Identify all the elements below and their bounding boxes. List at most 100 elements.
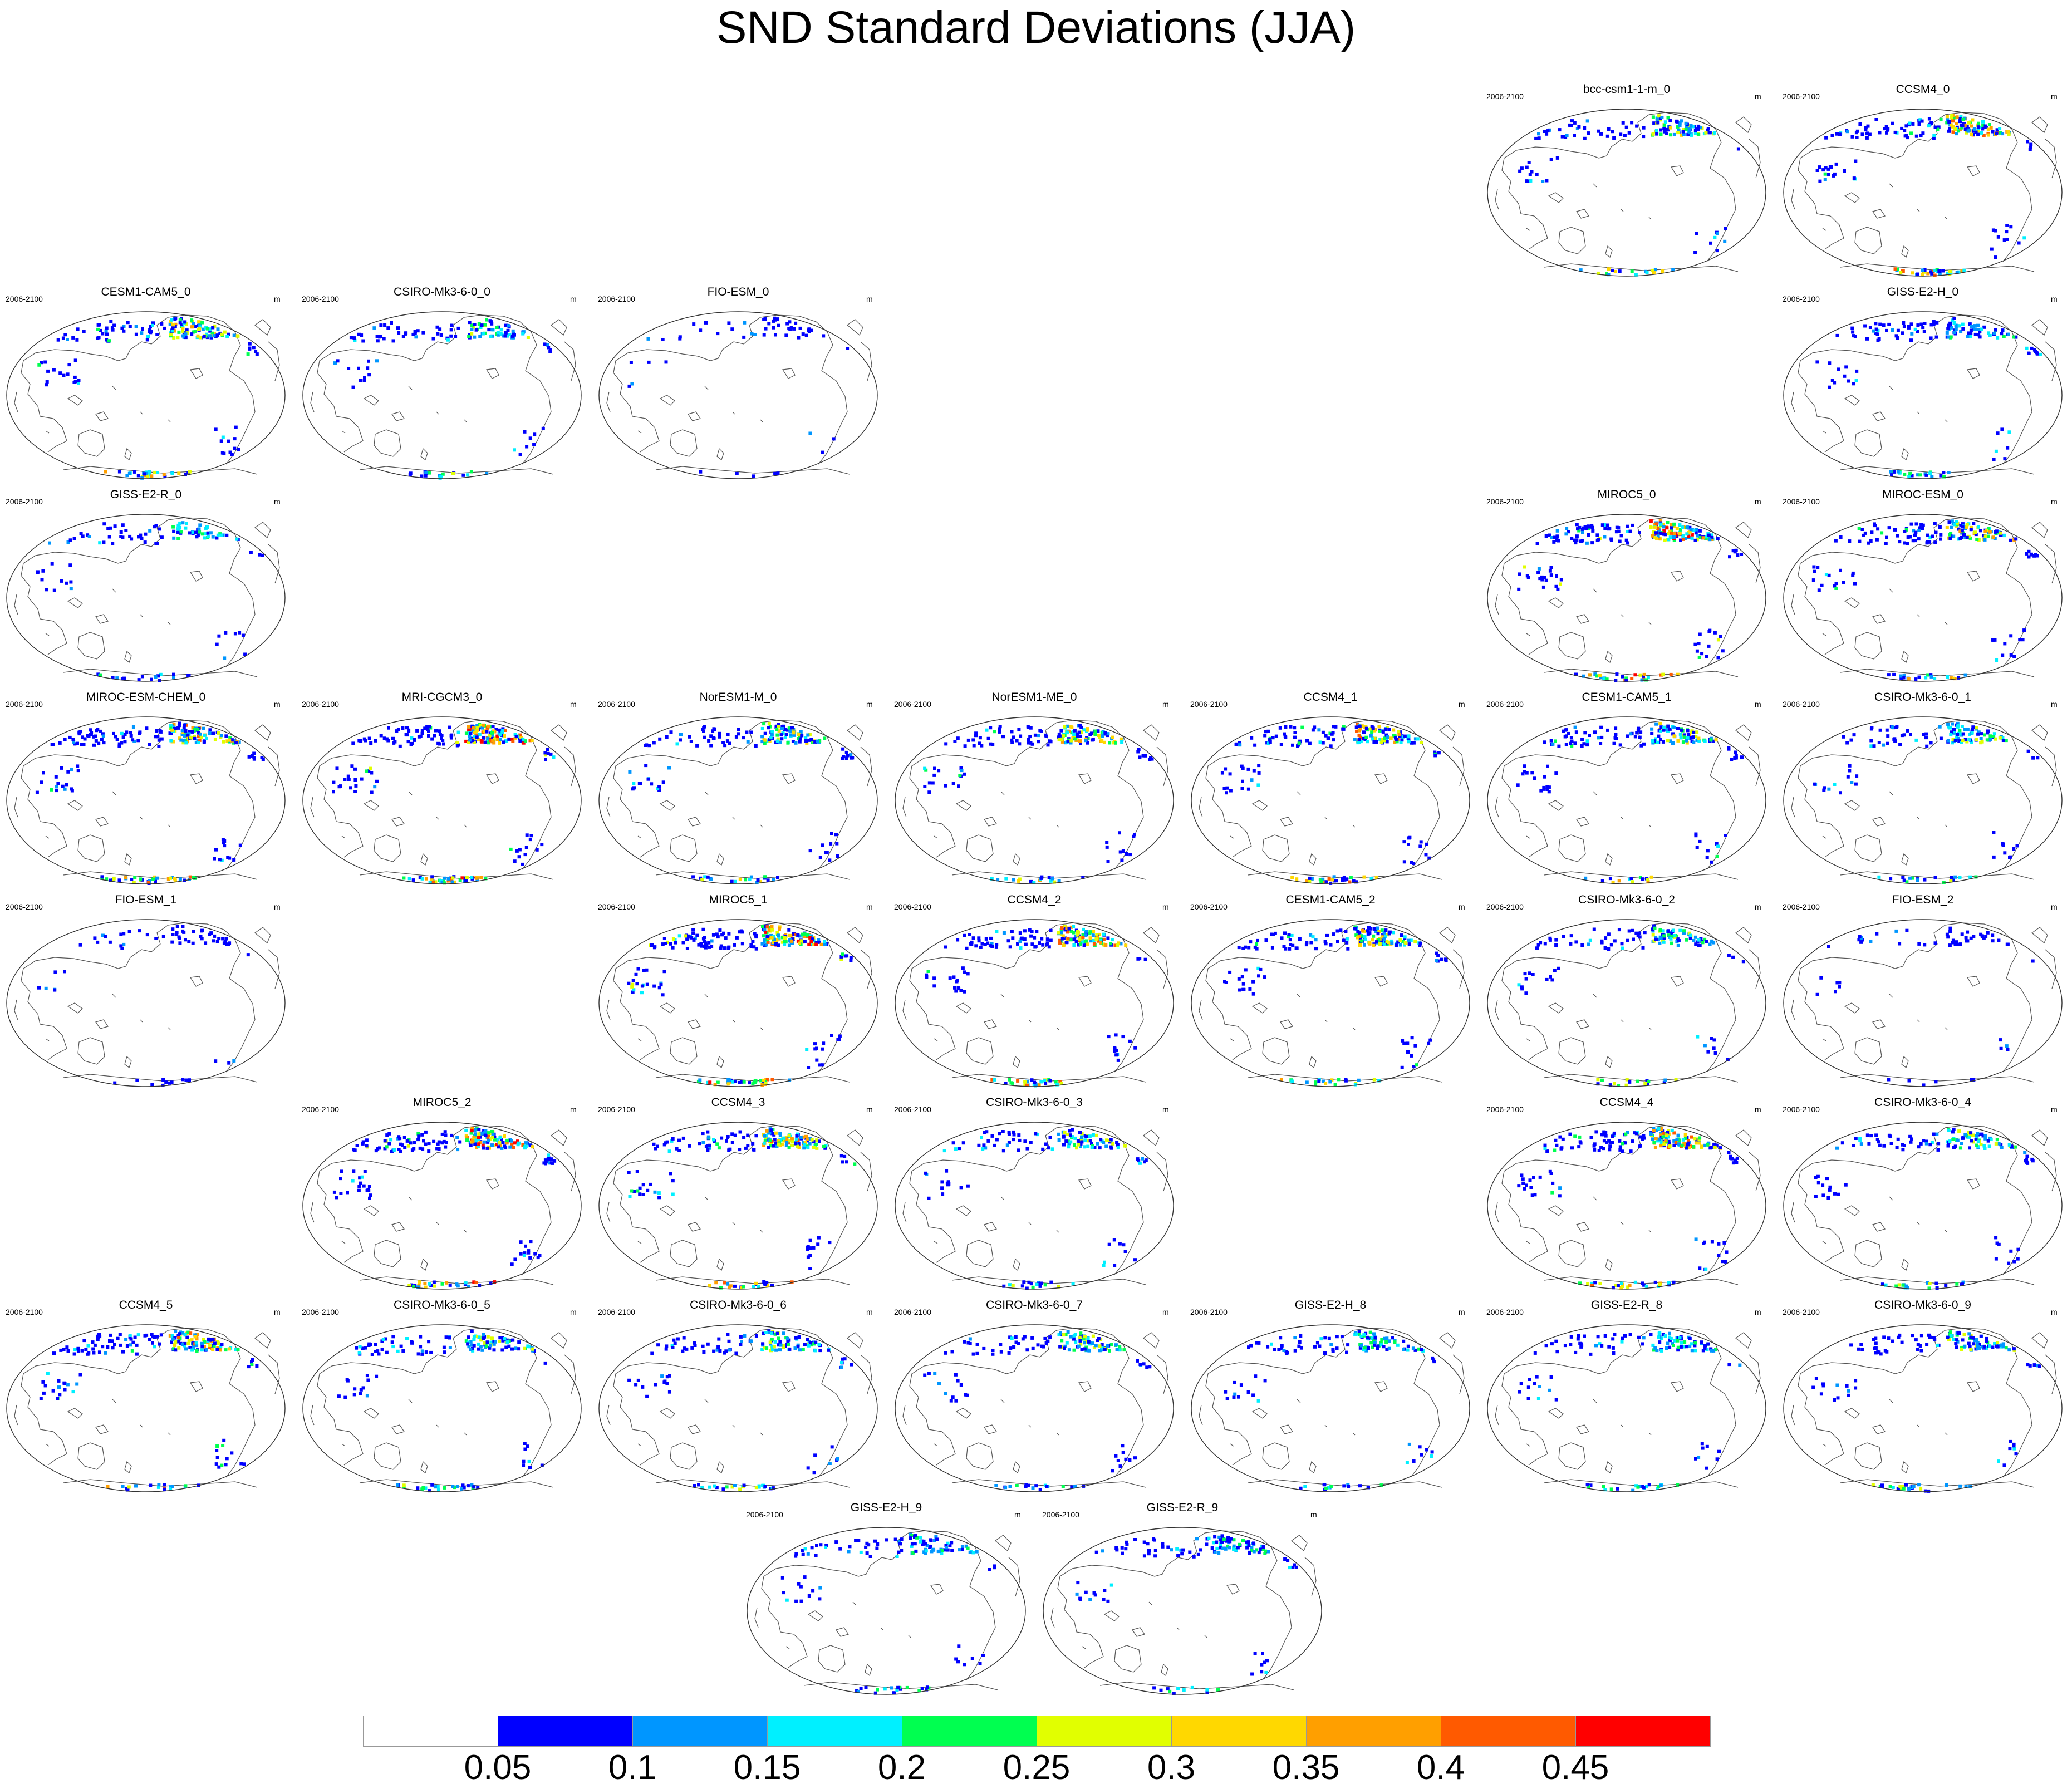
snow-cell (1650, 727, 1654, 731)
snow-cell (2008, 856, 2011, 859)
snow-cell (1082, 943, 1086, 947)
snow-cell (411, 878, 415, 882)
coastline (2045, 341, 2057, 381)
snow-cell (787, 928, 791, 932)
snow-cell (190, 332, 194, 336)
snow-cell (2028, 148, 2032, 151)
snow-cell (1675, 527, 1679, 530)
snow-cell (134, 332, 138, 336)
snow-cell (1094, 1133, 1098, 1137)
coastline (909, 754, 1007, 824)
snow-cell (489, 1281, 493, 1285)
map-frame (1783, 311, 2063, 479)
snow-cell (1420, 741, 1423, 744)
snow-cell (406, 1144, 410, 1148)
snow-cell (1662, 124, 1666, 127)
snow-cell (386, 326, 390, 330)
snow-cell (1618, 743, 1622, 747)
snow-cell (1901, 331, 1904, 335)
snow-cell (219, 734, 223, 738)
snow-cell (1965, 125, 1969, 129)
snow-cell (1958, 120, 1962, 124)
snow-cell (1899, 676, 1903, 680)
snow-cell (1984, 935, 1988, 938)
snow-cell (184, 938, 187, 942)
coastline (1028, 817, 1032, 820)
coastline (655, 1074, 850, 1083)
snow-cell (1967, 121, 1971, 125)
snow-cell (479, 326, 483, 329)
snow-cell (1706, 849, 1710, 853)
snow-cell (181, 334, 185, 338)
snow-cell (1548, 936, 1552, 940)
snow-cell (547, 1153, 550, 1157)
map-panel: CESM1-CAM5_2 2006-2100 m (1186, 893, 1475, 1095)
snow-cell (1923, 268, 1927, 272)
snow-cell (86, 533, 89, 537)
snow-cell (413, 1141, 416, 1144)
snow-cell (998, 725, 1002, 729)
coastline (77, 632, 105, 660)
snow-cell (1681, 740, 1685, 744)
snow-cell (1666, 739, 1670, 743)
snow-cell (208, 329, 212, 333)
coastline (936, 1228, 956, 1263)
snow-cell (778, 1132, 782, 1135)
snow-cell (1329, 881, 1333, 885)
snow-cell (485, 1146, 489, 1150)
snow-cell (1551, 742, 1555, 746)
snow-cell (1923, 943, 1927, 947)
snow-cell (150, 677, 153, 681)
snow-cell (1329, 744, 1333, 748)
coastline (14, 594, 18, 615)
snow-cell (1699, 937, 1703, 941)
coastline (1309, 853, 1317, 866)
snow-cell (959, 766, 963, 770)
snow-cell (1225, 786, 1229, 790)
snow-cell (1102, 932, 1106, 936)
snow-cell (636, 967, 640, 971)
snow-cell (456, 326, 460, 330)
snow-cell (1418, 844, 1422, 848)
snow-cell (1955, 271, 1959, 274)
snow-cell (808, 733, 812, 736)
panel-period: 2006-2100 (1190, 700, 1228, 709)
snow-cell (1585, 119, 1589, 123)
snow-cell (193, 728, 196, 731)
snow-cell (1951, 722, 1954, 726)
snow-cell (1545, 179, 1549, 183)
coastline (414, 722, 465, 766)
snow-cell (1956, 736, 1960, 740)
coastline (655, 871, 850, 880)
snow-cell (2009, 634, 2013, 638)
snow-cell (76, 741, 79, 745)
snow-cell (1971, 725, 1975, 729)
snow-cell (1332, 879, 1336, 883)
snow-cell (193, 325, 197, 328)
snow-cell (782, 1139, 786, 1143)
snow-cell (346, 774, 350, 778)
snow-cell (1834, 990, 1837, 994)
snow-cell (484, 1133, 488, 1137)
snow-cell (1987, 123, 1991, 126)
snow-cell (627, 1171, 631, 1174)
snow-cell (83, 737, 87, 741)
snow-cell (1933, 268, 1937, 272)
snow-cell (700, 944, 704, 948)
snow-cell (205, 332, 208, 336)
snow-cell (708, 1080, 712, 1084)
coastline (860, 746, 872, 787)
snow-cell (483, 1131, 487, 1134)
snow-cell (966, 738, 970, 742)
snow-cell (1968, 875, 1972, 879)
snow-cell (1957, 537, 1960, 541)
snow-cell (1043, 1079, 1047, 1083)
snow-cell (1916, 330, 1919, 333)
coastline (464, 314, 552, 465)
snow-cell (662, 970, 666, 974)
snow-cell (798, 734, 802, 738)
snow-cell (807, 1066, 811, 1069)
snow-cell (1885, 328, 1888, 332)
snow-cell (234, 425, 238, 429)
snow-cell (335, 1196, 338, 1200)
